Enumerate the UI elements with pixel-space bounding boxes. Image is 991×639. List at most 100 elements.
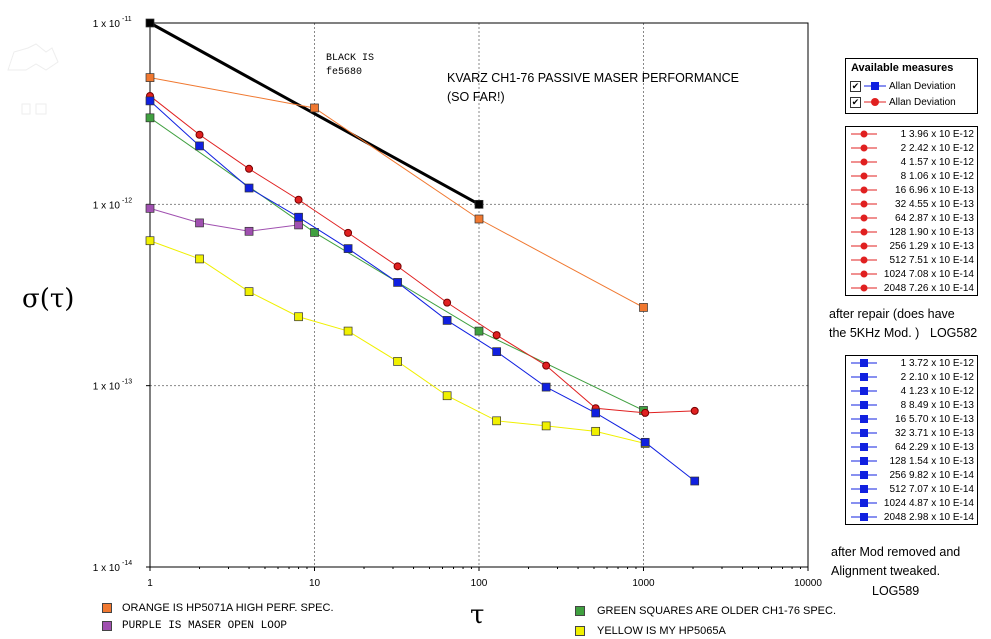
row-marker [851,256,877,264]
row-marker [851,387,877,395]
legend-item-red[interactable]: ✔ Allan Deviation [850,95,956,109]
legend-swatch [575,626,585,636]
row-marker [851,443,877,451]
table-row: 4 1.57 x 10 E-12 [846,155,977,169]
table-value: 64 2.87 x 10 E-13 [895,212,974,224]
row-marker [851,144,877,152]
table-value: 2 2.10 x 10 E-12 [900,371,974,383]
table-row: 1 3.96 x 10 E-12 [846,127,977,141]
legend-label: GREEN SQUARES ARE OLDER CH1-76 SPEC. [597,605,837,617]
row-marker [851,485,877,493]
table-row: 512 7.07 x 10 E-14 [846,482,977,496]
table-value: 16 6.96 x 10 E-13 [895,184,974,196]
x-tick-label: 10000 [794,578,822,589]
table-row: 2048 7.26 x 10 E-14 [846,281,977,295]
y-tick-label: 1 x 10 [93,200,121,211]
table-row: 32 4.55 x 10 E-13 [846,197,977,211]
data-point [641,408,650,417]
data-point [541,421,551,431]
y-tick-exponent: -11 [122,16,132,23]
legend-title: Available measures [851,62,954,74]
legend-item-blue[interactable]: ✔ Allan Deviation [850,79,956,93]
row-marker [851,513,877,521]
row-marker [851,471,877,479]
legend-swatch [575,606,585,616]
data-table-blue: 1 3.72 x 10 E-12 2 2.10 x 10 E-12 4 1.23 x… [845,355,978,525]
y-tick-exponent: -12 [122,197,132,204]
data-point [393,262,402,271]
data-point [145,73,155,82]
note-repair-log: LOG582 [930,326,978,340]
bottom-legend-green: GREEN SQUARES ARE OLDER CH1-76 SPEC. [575,605,836,617]
table-value: 32 4.55 x 10 E-13 [895,198,974,210]
data-point [639,303,648,312]
data-point [690,406,699,415]
table-value: 1 3.72 x 10 E-12 [900,357,974,369]
table-value: 256 9.82 x 10 E-14 [889,469,974,481]
table-value: 128 1.54 x 10 E-13 [889,455,974,467]
data-point [195,254,204,264]
data-point [343,244,353,253]
data-point [294,220,303,230]
table-row: 64 2.87 x 10 E-13 [846,211,977,225]
table-value: 16 5.70 x 10 E-13 [895,413,974,425]
x-tick-label: 1 [147,578,153,589]
legend-label: YELLOW IS MY HP5065A [597,625,726,637]
note-repair-line1: after repair (does have [829,307,955,321]
table-row: 1 3.72 x 10 E-12 [846,356,977,370]
y-axis-label: σ(τ) [22,284,75,314]
row-marker [851,499,877,507]
table-row: 1024 4.87 x 10 E-14 [846,496,977,510]
data-point [690,476,700,486]
table-row: 8 1.06 x 10 E-12 [846,169,977,183]
table-value: 4 1.57 x 10 E-12 [900,156,974,168]
table-value: 512 7.51 x 10 E-14 [889,254,974,266]
bottom-legend-yellow: YELLOW IS MY HP5065A [575,625,726,637]
series-line [149,21,480,206]
data-point [244,183,254,193]
table-row: 4 1.23 x 10 E-12 [846,384,977,398]
data-point [492,347,501,357]
data-point [244,287,254,296]
table-row: 512 7.51 x 10 E-14 [846,253,977,267]
data-point [492,331,501,340]
table-row: 256 9.82 x 10 E-14 [846,468,977,482]
annotation-black-is: BLACK IS [326,53,375,64]
chart-subtitle: (SO FAR!) [447,90,505,104]
table-value: 1 3.96 x 10 E-12 [900,128,974,140]
data-point [343,326,353,336]
data-point [294,312,303,322]
table-value: 2048 7.26 x 10 E-14 [883,282,974,294]
table-row: 2048 2.98 x 10 E-14 [846,510,977,524]
bottom-legend-purple: PURPLE IS MASER OPEN LOOP [102,620,287,632]
data-point [474,326,484,336]
data-point [145,113,155,123]
data-point [474,199,484,209]
data-point [393,357,402,366]
annotation-fe5680: fe5680 [326,67,363,78]
x-tick-label: 100 [471,578,488,589]
table-value: 4 1.23 x 10 E-12 [900,385,974,397]
data-point [591,408,601,418]
data-point [542,361,551,370]
row-marker [851,172,877,180]
table-row: 2 2.10 x 10 E-12 [846,370,977,384]
table-value: 2048 2.98 x 10 E-14 [883,511,974,523]
note-mod-line2: Alignment tweaked. [831,564,941,578]
data-point [443,298,452,307]
table-row: 16 6.96 x 10 E-13 [846,183,977,197]
legend-label: Allan Deviation [889,80,956,92]
table-value: 128 1.90 x 10 E-13 [889,226,974,238]
checkbox[interactable]: ✔ [850,80,861,92]
table-row: 8 8.49 x 10 E-13 [846,398,977,412]
cropped-artifact [6,42,59,115]
table-value: 64 2.29 x 10 E-13 [895,441,974,453]
table-value: 2 2.42 x 10 E-12 [900,142,974,154]
table-value: 512 7.07 x 10 E-14 [889,483,974,495]
data-point [195,130,204,139]
checkbox[interactable]: ✔ [850,96,861,108]
legend-swatch [102,603,112,613]
row-marker [851,429,877,437]
table-value: 32 3.71 x 10 E-13 [895,427,974,439]
